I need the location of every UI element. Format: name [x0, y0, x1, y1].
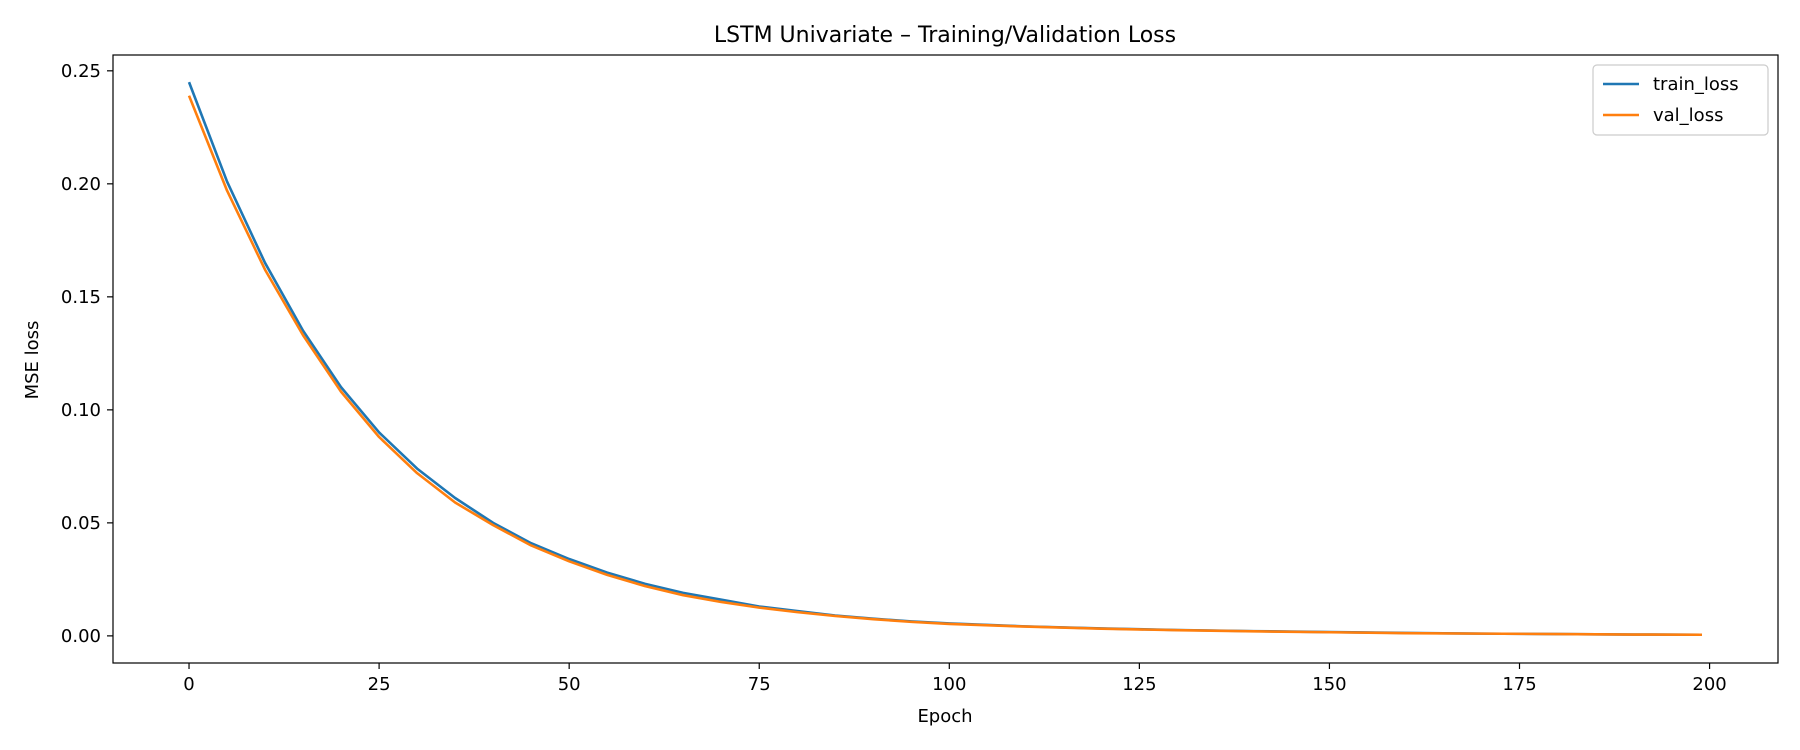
legend-label-val-loss: val_loss [1653, 105, 1723, 126]
x-tick-label: 150 [1312, 674, 1346, 695]
series-line-val-loss [187, 95, 1702, 637]
y-tick-label: 0.00 [61, 626, 101, 647]
chart-title: LSTM Univariate – Training/Validation Lo… [714, 23, 1176, 48]
y-axis-label: MSE loss [22, 321, 43, 400]
y-tick-label: 0.25 [61, 61, 101, 82]
y-tick-label: 0.20 [61, 174, 101, 195]
x-tick-label: 75 [748, 674, 771, 695]
x-tick-label: 100 [932, 674, 966, 695]
legend: train_loss val_loss [1592, 64, 1769, 136]
axes: 0 25 50 75 100 125 150 175 200 0.00 0.05 0.10 0.15 0.… [61, 54, 1779, 695]
x-tick-label: 25 [368, 674, 391, 695]
x-tick-label: 0 [183, 674, 194, 695]
x-tick-label: 50 [558, 674, 581, 695]
y-tick-label: 0.05 [61, 513, 101, 534]
y-tick-label: 0.10 [61, 400, 101, 421]
legend-label-train-loss: train_loss [1653, 74, 1739, 95]
y-tick-label: 0.15 [61, 287, 101, 308]
series-line-train-loss [187, 81, 1702, 637]
plot-area [187, 81, 1702, 637]
x-tick-label: 175 [1502, 674, 1536, 695]
x-axis-label: Epoch [917, 706, 972, 727]
x-tick-label: 200 [1692, 674, 1726, 695]
x-tick-label: 125 [1122, 674, 1156, 695]
axes-frame [112, 54, 1779, 664]
legend-box [1592, 64, 1769, 136]
